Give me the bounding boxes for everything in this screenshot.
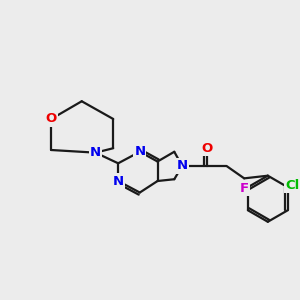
Text: N: N — [177, 160, 188, 172]
Text: N: N — [112, 175, 124, 188]
Text: Cl: Cl — [285, 179, 299, 192]
Text: N: N — [134, 145, 146, 158]
Text: O: O — [201, 142, 212, 155]
Text: N: N — [90, 146, 101, 159]
Text: O: O — [46, 112, 57, 125]
Text: F: F — [240, 182, 249, 195]
